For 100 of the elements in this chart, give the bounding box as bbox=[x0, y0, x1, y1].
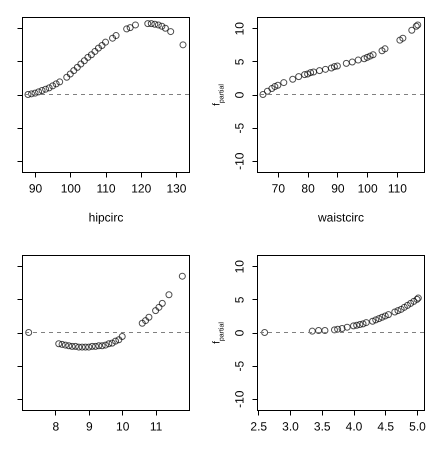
point bbox=[46, 84, 53, 92]
x-tick-label: 80 bbox=[301, 182, 316, 196]
point bbox=[145, 314, 152, 321]
y-tick-label: 0 bbox=[232, 91, 246, 98]
point bbox=[88, 51, 95, 58]
x-tick-label: 11 bbox=[150, 420, 163, 434]
point bbox=[360, 320, 367, 328]
x-tick-label: 8 bbox=[52, 420, 60, 434]
y-tick-label: 10 bbox=[232, 22, 246, 36]
point bbox=[338, 325, 346, 332]
point bbox=[115, 336, 122, 344]
point bbox=[369, 318, 376, 325]
x-tick-label: 70 bbox=[272, 182, 286, 196]
point bbox=[295, 73, 302, 80]
point bbox=[304, 70, 312, 78]
point bbox=[72, 342, 79, 350]
point bbox=[28, 90, 36, 98]
y-tick-label: -5 bbox=[232, 122, 246, 134]
point bbox=[330, 326, 338, 334]
point bbox=[52, 80, 60, 88]
point bbox=[98, 342, 106, 350]
point bbox=[158, 22, 166, 30]
point bbox=[396, 36, 404, 44]
point bbox=[132, 21, 139, 28]
point bbox=[24, 91, 32, 98]
point bbox=[321, 327, 328, 334]
point bbox=[264, 88, 271, 95]
point bbox=[155, 304, 162, 311]
point bbox=[154, 21, 162, 28]
x-tick-label: 90 bbox=[331, 182, 345, 196]
point bbox=[98, 42, 106, 49]
point bbox=[375, 315, 382, 322]
point bbox=[144, 20, 152, 28]
point bbox=[49, 82, 56, 90]
point bbox=[78, 344, 86, 351]
point bbox=[334, 62, 341, 70]
x-tick-label: 110 bbox=[96, 182, 116, 196]
point bbox=[88, 342, 96, 350]
y-tick-label: -10 bbox=[232, 152, 246, 170]
point bbox=[74, 64, 81, 71]
point bbox=[138, 320, 146, 327]
point bbox=[118, 332, 126, 340]
point bbox=[342, 60, 350, 67]
point bbox=[366, 52, 374, 60]
x-tick-label: 130 bbox=[166, 182, 187, 196]
point bbox=[362, 319, 370, 326]
point bbox=[356, 321, 364, 328]
point bbox=[382, 312, 389, 320]
y-tick-label: 5 bbox=[232, 296, 246, 304]
point bbox=[354, 56, 362, 64]
point bbox=[268, 85, 276, 92]
y-tick-label: -10 bbox=[232, 390, 246, 408]
point bbox=[112, 338, 120, 345]
point bbox=[310, 68, 318, 76]
x-tick-label: 9 bbox=[86, 420, 93, 434]
y-tick-label: -5 bbox=[232, 360, 246, 372]
point bbox=[108, 340, 116, 347]
point bbox=[85, 344, 92, 351]
y-tick-label: 10 bbox=[232, 260, 246, 274]
point bbox=[301, 71, 308, 78]
point bbox=[35, 88, 42, 96]
point bbox=[162, 24, 169, 32]
x-tick-label: 100 bbox=[60, 182, 82, 196]
point bbox=[158, 300, 166, 307]
point bbox=[384, 311, 392, 318]
point bbox=[80, 57, 88, 64]
x-tick-label: 4.0 bbox=[346, 420, 363, 434]
y-tick-label: 0 bbox=[232, 329, 246, 336]
x-tick-label: 3.0 bbox=[282, 420, 300, 434]
point bbox=[123, 25, 130, 32]
point bbox=[398, 306, 405, 313]
point bbox=[289, 76, 296, 83]
x-tick-label: 2.5 bbox=[250, 420, 268, 434]
x-tick-label: 90 bbox=[28, 182, 43, 196]
point bbox=[63, 74, 70, 81]
point bbox=[353, 322, 360, 329]
point bbox=[92, 342, 99, 350]
x-tick-label: 5.0 bbox=[409, 420, 426, 434]
x-tick-label: 4.5 bbox=[377, 420, 394, 434]
point bbox=[407, 300, 414, 307]
point bbox=[308, 328, 316, 335]
point bbox=[394, 307, 402, 314]
point bbox=[75, 344, 82, 351]
point bbox=[68, 342, 76, 350]
point bbox=[148, 20, 155, 28]
point bbox=[259, 91, 266, 98]
x-tick-label: 10 bbox=[116, 420, 130, 434]
point bbox=[315, 327, 322, 334]
point bbox=[274, 82, 282, 89]
point bbox=[32, 90, 39, 97]
point bbox=[91, 48, 98, 55]
point bbox=[105, 340, 112, 348]
x-tick-label: 120 bbox=[131, 182, 152, 196]
point bbox=[350, 322, 358, 330]
point bbox=[378, 314, 386, 321]
point bbox=[82, 344, 89, 351]
point bbox=[95, 342, 102, 350]
point bbox=[271, 83, 278, 90]
point bbox=[408, 26, 416, 34]
point bbox=[42, 86, 50, 93]
